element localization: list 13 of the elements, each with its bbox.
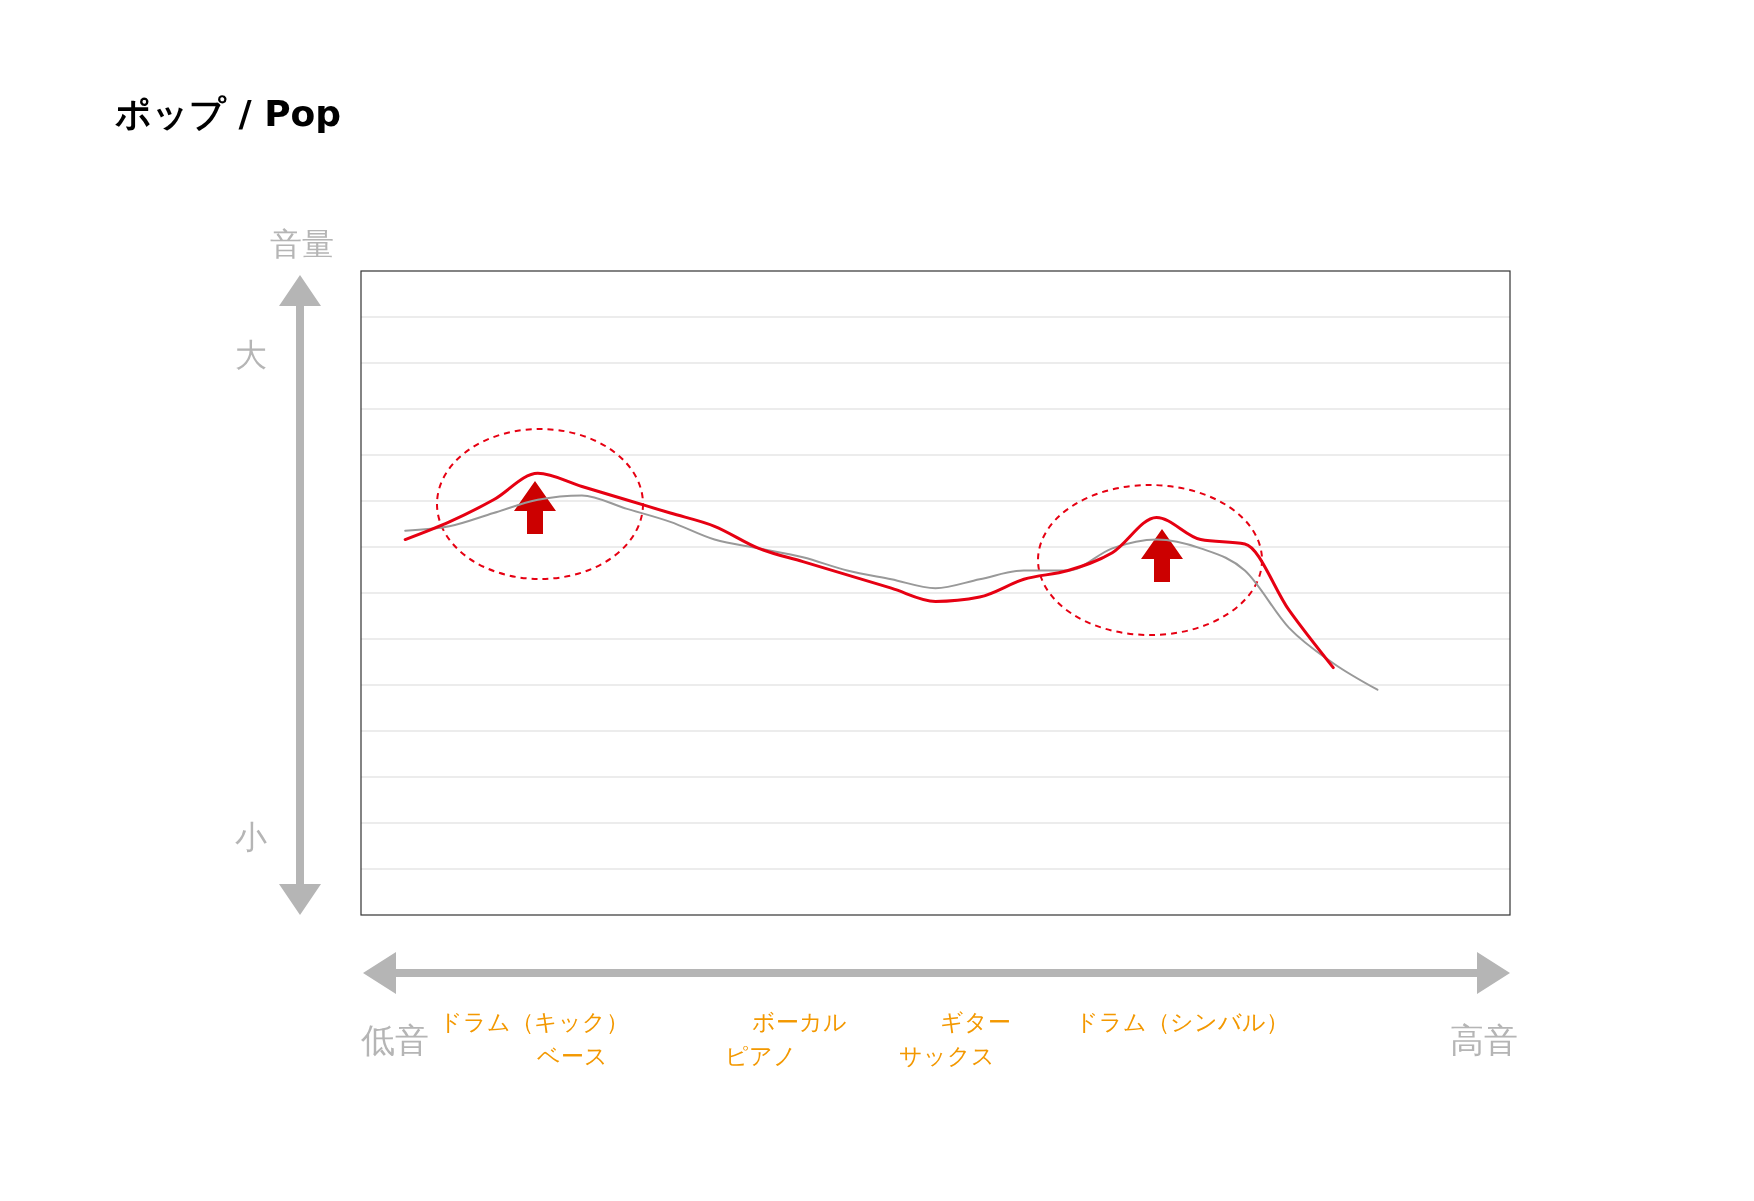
text: ピアノ bbox=[725, 1043, 797, 1069]
text: ドラム（シンバル） bbox=[1075, 1009, 1289, 1035]
text: ボーカル bbox=[751, 1009, 847, 1035]
text: 音量 bbox=[270, 225, 334, 263]
text: ギター bbox=[939, 1009, 1011, 1035]
text: ベース bbox=[536, 1043, 608, 1069]
text: 低音 bbox=[361, 1020, 429, 1060]
text: 高音 bbox=[1450, 1020, 1518, 1060]
text: サックス bbox=[899, 1043, 995, 1069]
text: 大 bbox=[235, 336, 267, 374]
chart-title: ポップ / Pop bbox=[115, 93, 342, 134]
text: ドラム（キック） bbox=[439, 1009, 629, 1035]
text: 小 bbox=[235, 818, 267, 856]
